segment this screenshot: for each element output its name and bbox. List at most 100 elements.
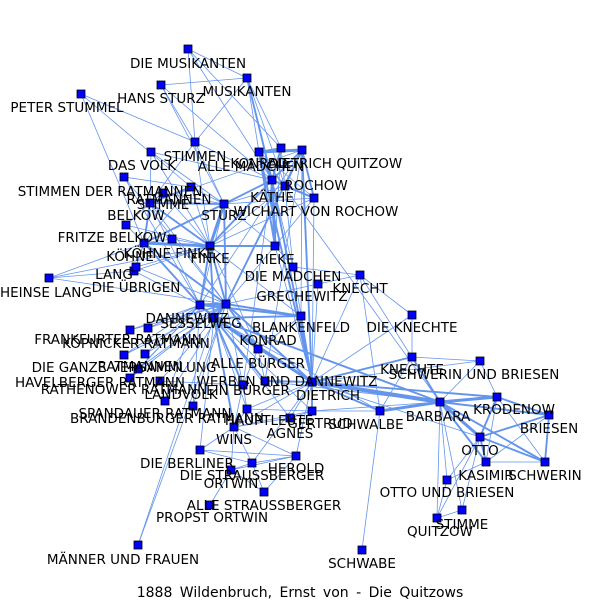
node-label-brandenburger-ratmann: BRANDENBURGER RATMANN: [70, 411, 264, 427]
node-die-straussberger: [247, 458, 257, 468]
node-rieke: [270, 241, 280, 251]
edge-knechte-schwerin_und_briesen: [411, 356, 481, 362]
edge-die_straussberger-alle_straussberger: [251, 462, 265, 493]
node-konrad: [254, 147, 264, 157]
node-label-wichart-von-rochow: WICHART VON ROCHOW: [234, 204, 399, 220]
node-label-stimme-2: STIMME: [436, 517, 489, 533]
edge-musikanten-stimmen: [194, 77, 248, 143]
node-die-ganze-versammlung: [119, 350, 129, 360]
edge-dietrich-herold: [295, 381, 313, 457]
node-label-hauptleute: HAUPTLEUTE: [225, 413, 313, 429]
node-label-propst-ortwin: PROPST ORTWIN: [156, 510, 268, 526]
edge-schwalbe-barbara: [378, 400, 442, 413]
edge-ratmannen-belkow: [149, 186, 192, 204]
node-label-barbara: BARBARA: [406, 409, 471, 425]
node-label-schwerin-und-briesen: SCHWERIN UND BRIESEN: [389, 367, 560, 383]
edge-kasimir-otto_und_briesen: [446, 461, 487, 481]
edge-sturz-koehne: [143, 203, 225, 244]
edge-sesselweg-die_ganze_versammlung: [123, 303, 227, 356]
edge-ein_buerger-wins: [233, 384, 244, 428]
node-label-rieke: RIEKE: [255, 252, 294, 268]
node-label-rathenower-ratmann: RATHENOWER RATMANN: [41, 382, 208, 398]
node-label-koehne: KÖHNE: [106, 247, 154, 265]
node-label-peter-stummel: PETER STUMMEL: [10, 100, 124, 116]
node-stimmen: [190, 137, 200, 147]
edge-barbara-stimme_2: [439, 401, 463, 511]
node-briesen: [544, 410, 554, 420]
edge-briesen-kasimir: [485, 414, 550, 463]
edge-belkow-dannewitz: [149, 202, 201, 306]
node-label-gertrud: GERTRUD: [287, 416, 352, 432]
edge-kaethe-wichart_von_rochow: [271, 179, 315, 199]
edge-hans_sturz-kaethe: [160, 84, 273, 181]
node-label-wins: WINS: [216, 432, 252, 448]
node-havelberger-ratmann: [133, 364, 143, 374]
edge-sesselweg-blankenfeld: [225, 303, 302, 317]
edge-dannewitz-spandauer_ratmann: [164, 304, 201, 402]
edge-konrad_2-gertrud: [213, 317, 313, 412]
edge-konrad_2-werben_und_dannewitz: [213, 317, 266, 382]
node-agnes: [285, 413, 295, 423]
node-frankfurter-ratmann: [125, 325, 135, 335]
node-hans-sturz: [156, 80, 166, 90]
node-label-schwalbe: SCHWALBE: [328, 417, 403, 433]
node-schwabe: [357, 545, 367, 555]
network-nodes: [44, 44, 554, 555]
node-label-musikanten: MUSIKANTEN: [203, 84, 292, 100]
node-label-werben-und-dannewitz: WERBEN UND DANNEWITZ: [196, 374, 377, 390]
edge-lang-dannewitz: [133, 270, 201, 306]
edge-knechte-barbara: [411, 356, 441, 403]
edge-dietrich_quitzow-blankenfeld: [300, 149, 303, 317]
edge-die_musikanten-kaethe: [187, 48, 273, 181]
edge-krodenow-kasimir: [485, 396, 498, 463]
node-heinse-lang: [44, 273, 54, 283]
edge-otto-schwerin: [479, 436, 546, 463]
edge-knecht-die_knechte: [359, 274, 413, 316]
edge-gertrud-wins: [233, 410, 313, 428]
edge-hans_sturz-musikanten: [160, 77, 248, 86]
node-label-belkow: BELKOW: [107, 208, 164, 224]
edge-stimmen-belkow: [149, 141, 196, 204]
edge-alle_buerger-werben_und_dannewitz: [257, 348, 266, 382]
node-herold: [291, 451, 301, 461]
edge-sesselweg-koepnicker_ratmann: [147, 303, 227, 329]
node-label-otto: OTTO: [461, 443, 499, 459]
edge-heinse_lang-sesselweg: [48, 277, 227, 305]
node-quitzow: [432, 513, 442, 523]
edge-finke-sesselweg: [209, 245, 227, 305]
node-musikanten: [242, 73, 252, 83]
node-ratmannen: [186, 182, 196, 192]
node-rochow: [280, 181, 290, 191]
node-alle-maedchen: [276, 143, 286, 153]
node-label-alle-buerger: ALLE BÜRGER: [211, 354, 305, 372]
edge-stimme-finke: [162, 192, 211, 247]
edge-die_knechte-dietrich: [311, 314, 413, 383]
node-propst-ortwin: [205, 500, 215, 510]
edge-ortwin-alle_straussberger: [230, 469, 265, 493]
edge-die_maedchen-knecht: [292, 266, 361, 276]
node-landvolk: [155, 376, 165, 386]
node-label-blankenfeld: BLANKENFELD: [252, 320, 350, 336]
edge-koehne-finke: [142, 241, 212, 248]
edge-dietrich-schwerin_und_briesen: [311, 360, 481, 383]
edge-dietrich-wins: [233, 381, 313, 428]
edge-dietrich-schwalbe: [311, 381, 381, 412]
edge-sesselweg-ratmannen_2: [144, 303, 227, 355]
node-label-lang: LANG: [95, 267, 133, 283]
edge-dietrich_quitzow-dietrich: [301, 149, 313, 383]
edge-kaethe-sturz: [223, 179, 273, 205]
edge-grechewitz-sesselweg: [225, 283, 319, 305]
node-label-die-musikanten: DIE MUSIKANTEN: [130, 56, 246, 72]
node-die-maedchen: [288, 262, 298, 272]
edge-barbara-schwerin: [439, 401, 546, 463]
node-otto: [475, 432, 485, 442]
node-koehne-finke: [167, 234, 177, 244]
node-stimme-2: [457, 505, 467, 515]
edge-peter_stummel-stimmen: [80, 93, 196, 143]
edge-dietrich_quitzow-kaethe: [271, 149, 303, 181]
node-grechewitz: [313, 279, 323, 289]
edge-konrad_2-wins: [213, 317, 235, 428]
edge-alle_buerger-ein_buerger: [242, 348, 259, 386]
node-wins: [229, 422, 239, 432]
edge-konrad-wichart_von_rochow: [258, 151, 315, 199]
